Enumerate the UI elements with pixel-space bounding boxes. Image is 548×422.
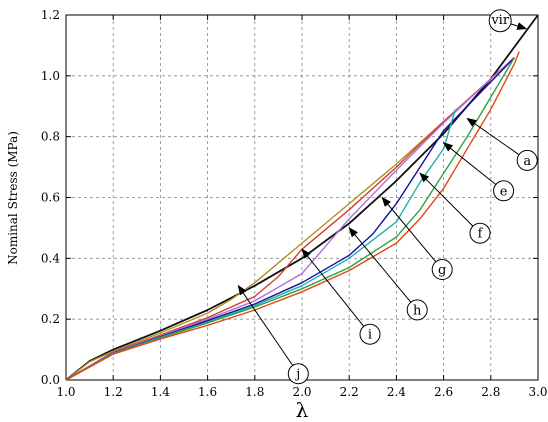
y-tick-label: 0.0 <box>41 373 60 387</box>
series-lines <box>65 14 539 381</box>
series-line-e <box>65 57 516 381</box>
x-tick-label: 3.0 <box>528 385 547 399</box>
y-tick-label: 0.2 <box>41 312 60 326</box>
callout-arrow-h <box>348 227 412 303</box>
callout-label-vir: vir <box>490 13 510 28</box>
y-tick-labels: 0.0 0.2 0.4 0.6 0.8 1.0 1.2 <box>41 8 60 387</box>
y-tick-label: 0.8 <box>41 130 60 144</box>
x-axis-title: λ <box>296 398 309 422</box>
x-tick-label: 2.2 <box>340 385 359 399</box>
callout-label-g: g <box>438 263 446 278</box>
series-line-j <box>65 57 515 381</box>
callout-arrow-e <box>442 142 497 185</box>
series-line-g <box>65 57 515 381</box>
x-tick-label: 2.6 <box>434 385 453 399</box>
callout-label-h: h <box>413 303 422 318</box>
callout-arrow-vir <box>510 22 528 30</box>
x-tick-label: 1.6 <box>198 385 217 399</box>
series-line-a <box>65 51 520 381</box>
callout-circle-i <box>359 323 381 345</box>
callout-label-f: f <box>478 227 484 242</box>
y-tick-label: 1.2 <box>41 8 60 22</box>
callout-circle-a <box>516 149 538 171</box>
callout-arrow-g <box>381 196 437 263</box>
x-tick-labels: 1.0 1.2 1.4 1.6 1.8 2.0 2.2 2.4 2.6 2.8 3.0 <box>56 385 547 399</box>
callouts: vir ae f g h i j <box>237 9 538 385</box>
callout-circle-g <box>431 259 453 280</box>
y-tick-label: 0.4 <box>41 251 60 265</box>
series-line-h <box>65 57 515 381</box>
callout-circle-e <box>493 180 515 202</box>
series-line-f <box>65 109 457 381</box>
callout-label-a: a <box>523 154 531 169</box>
callout-circle-vir <box>488 9 512 33</box>
x-tick-label: 1.0 <box>56 385 75 399</box>
x-tick-label: 2.0 <box>292 385 311 399</box>
x-tick-label: 1.8 <box>245 385 264 399</box>
callout-circle-f <box>469 222 491 244</box>
callout-circle-h <box>406 299 428 321</box>
callout-circle-j <box>287 363 309 385</box>
callout-label-i: i <box>368 328 372 343</box>
y-tick-label: 1.0 <box>41 69 60 83</box>
grid-lines <box>66 15 538 380</box>
x-tick-label: 2.4 <box>387 385 406 399</box>
series-line-i <box>65 57 515 381</box>
callout-label-e: e <box>500 184 508 199</box>
callout-label-j: j <box>294 367 300 382</box>
x-tick-label: 2.8 <box>481 385 500 399</box>
x-tick-label: 1.2 <box>104 385 123 399</box>
callout-arrow-f <box>419 172 474 227</box>
y-tick-label: 0.6 <box>41 191 60 205</box>
callout-arrow-j <box>237 284 294 366</box>
x-tick-label: 1.4 <box>151 385 170 399</box>
callout-arrow-i <box>301 248 365 327</box>
y-axis-title: Nominal Stress (MPa) <box>6 131 20 265</box>
callout-arrow-a <box>466 117 520 156</box>
